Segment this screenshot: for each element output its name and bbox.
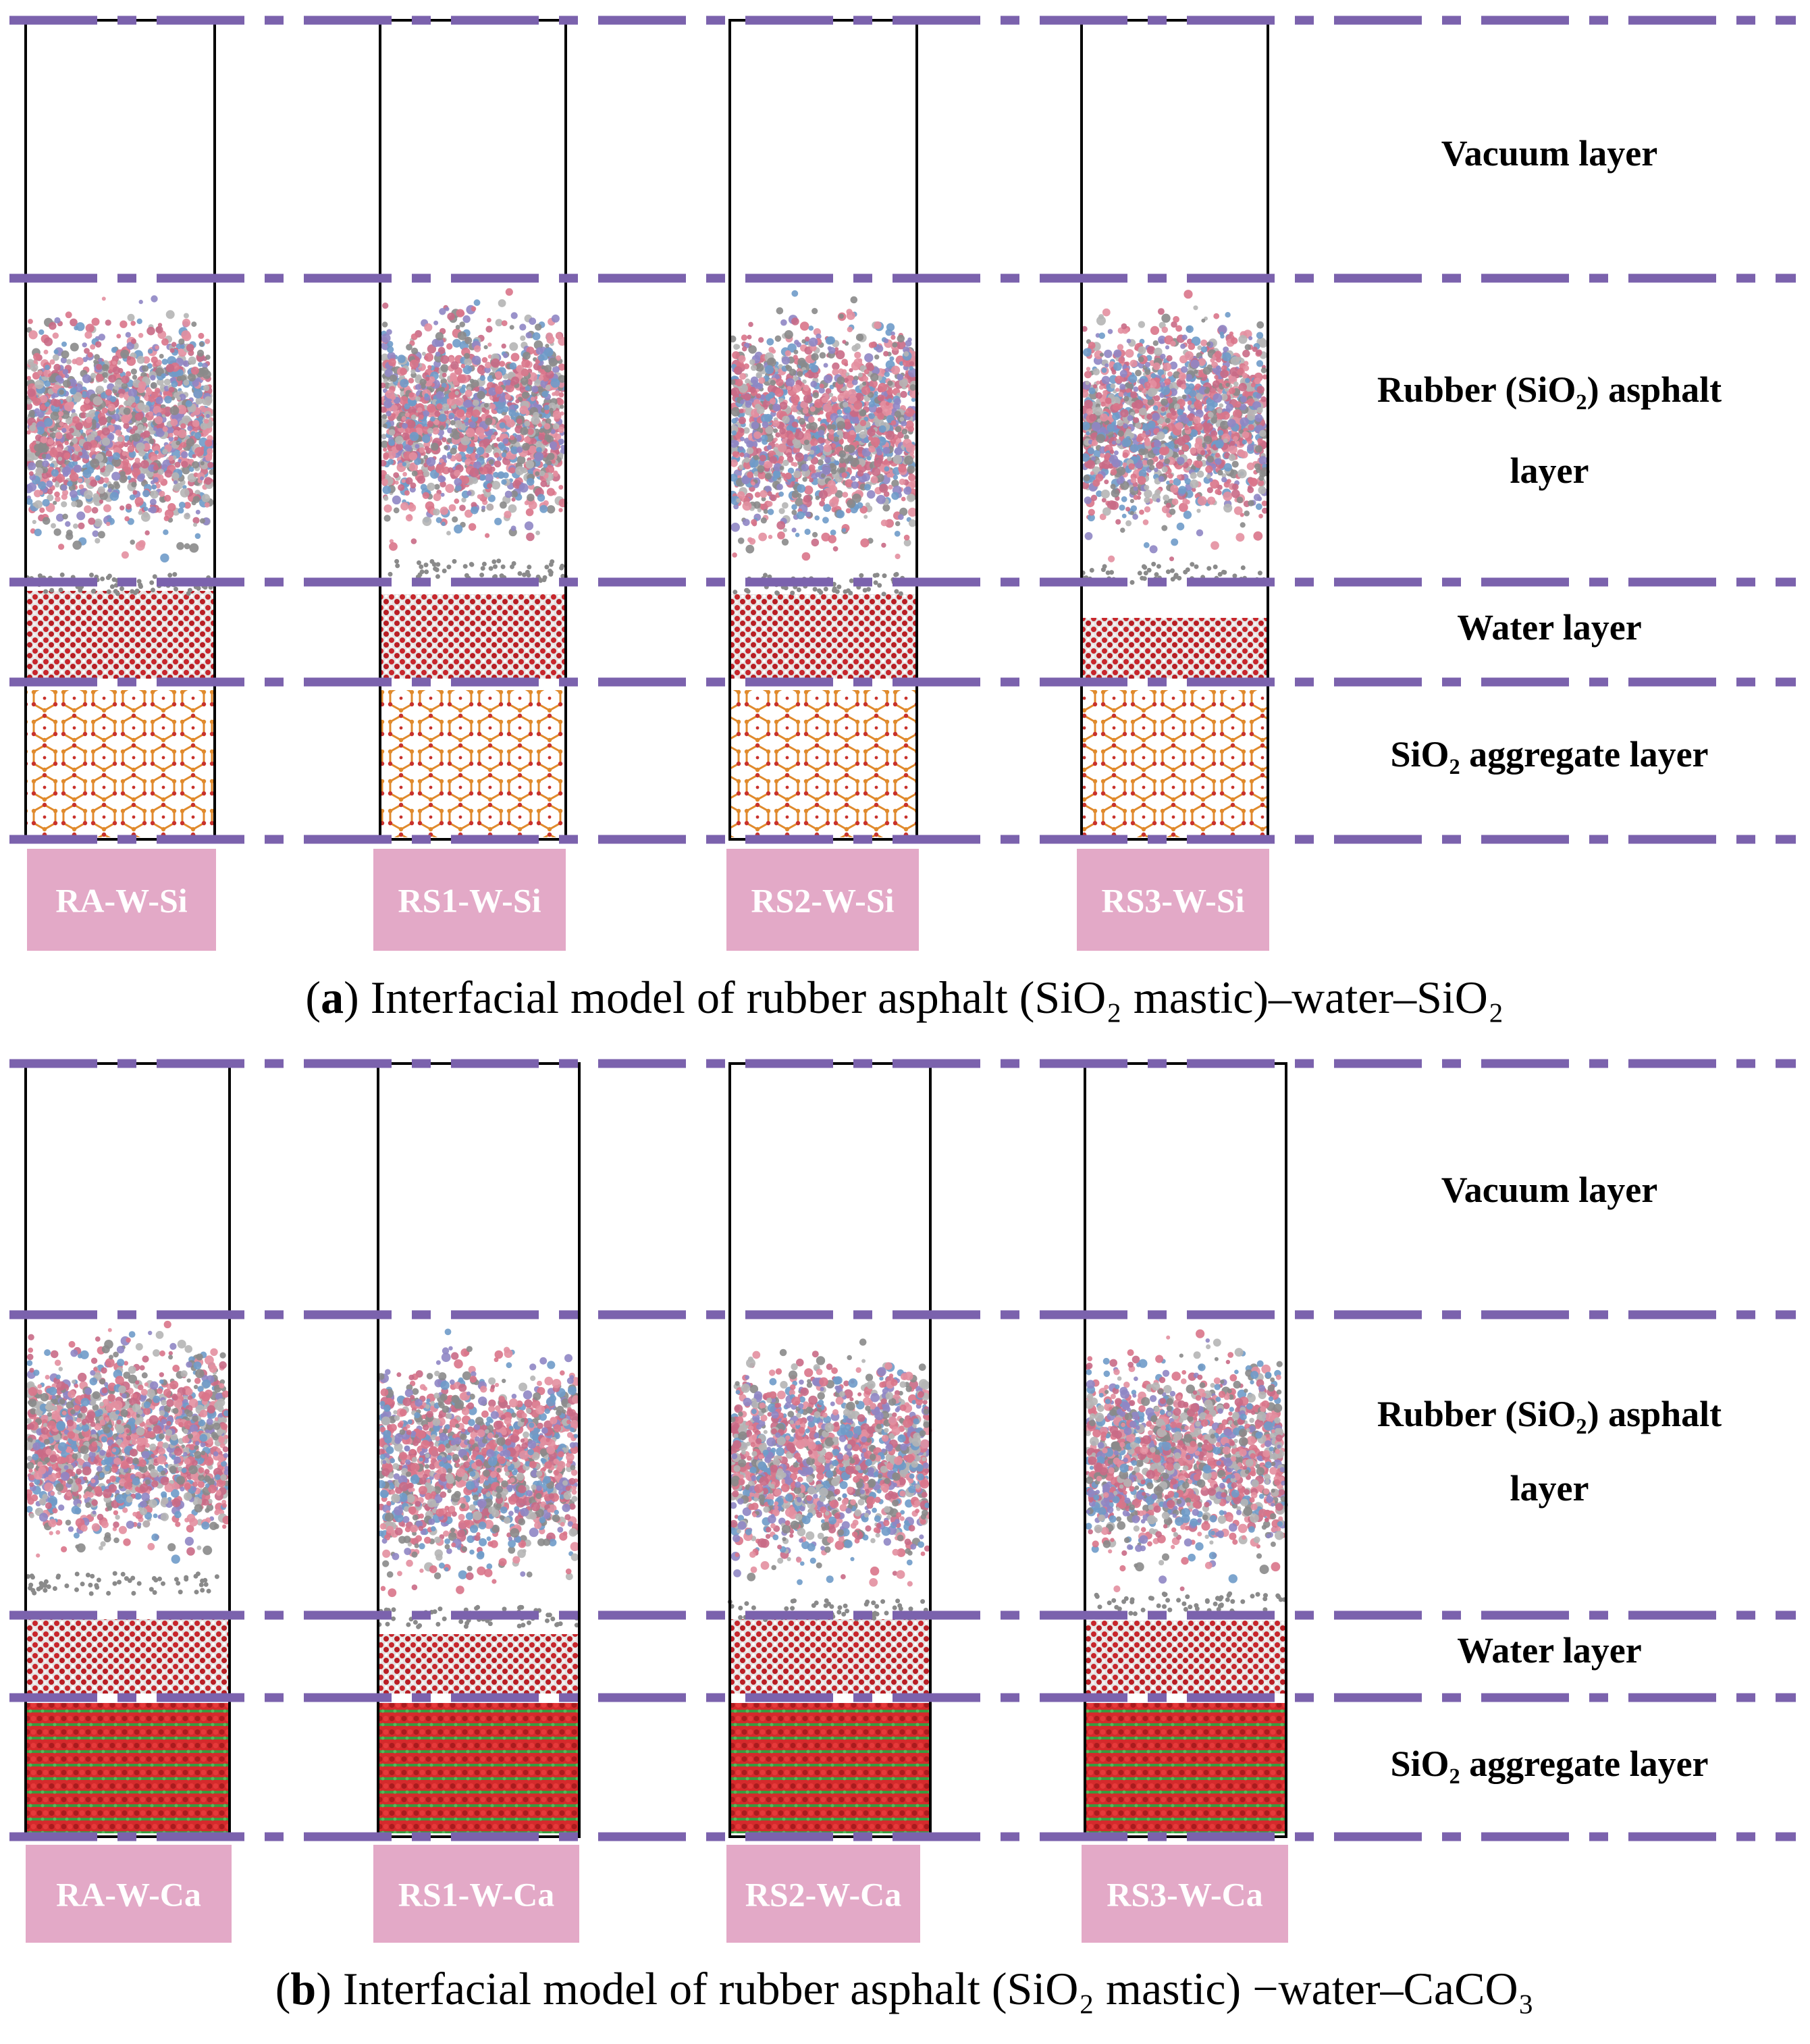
layer-label-vacuum: Vacuum layer	[1441, 133, 1658, 174]
layer-label-asphalt-line2: layer	[1510, 450, 1589, 491]
model-label: RS3-W-Si	[1101, 882, 1244, 920]
model-label-box-3	[726, 849, 919, 951]
model-label-box-1	[26, 1845, 232, 1943]
layer-label-aggregate: SiO₂ aggregate layer	[1390, 1744, 1708, 1784]
model-label: RA-W-Si	[55, 882, 187, 920]
layer-label-asphalt: Rubber (SiO₂) asphalt	[1377, 369, 1722, 410]
caption-open: (	[275, 1963, 291, 2014]
aggregate-layer-2	[378, 1703, 579, 1833]
model-label-box-2	[373, 849, 566, 951]
layer-label-water: Water layer	[1457, 607, 1641, 648]
model-label: RS1-W-Si	[398, 882, 541, 920]
water-layer-3	[730, 1619, 930, 1694]
layer-label-vacuum: Vacuum layer	[1441, 1170, 1658, 1210]
water-layer-2	[378, 1634, 579, 1694]
layer-label-asphalt-line2: layer	[1510, 1468, 1589, 1509]
aggregate-layer-1	[26, 690, 215, 837]
model-label-box-1	[27, 849, 216, 951]
water-layer-2	[380, 594, 566, 679]
model-label: RS3-W-Ca	[1107, 1876, 1262, 1914]
caption-text: ) Interfacial model of rubber asphalt (S…	[344, 972, 1504, 1023]
water-layer-4	[1082, 618, 1268, 679]
model-label-box-4	[1082, 1845, 1288, 1943]
aggregate-layer-4	[1085, 1703, 1286, 1833]
simulation-box-4	[1084, 1062, 1287, 1838]
water-layer-3	[730, 594, 917, 679]
simulation-box-4	[1080, 19, 1269, 841]
asphalt-molecules-2	[378, 288, 568, 583]
caption-text: ) Interfacial model of rubber asphalt (S…	[316, 1963, 1534, 2014]
model-label: RA-W-Ca	[56, 1876, 201, 1914]
asphalt-molecules-1	[24, 1320, 232, 1596]
model-label-box-3	[726, 1845, 920, 1943]
asphalt-molecules-4	[1080, 290, 1270, 586]
panel-a: RA-W-Si RS1-W-Si RS2-W-Si RS3-W-Si Vacuum la…	[9, 16, 1796, 1023]
caption-letter: b	[290, 1963, 316, 2014]
caption-letter: a	[321, 972, 344, 1023]
model-label: RS1-W-Ca	[398, 1876, 554, 1914]
model-label-box-2	[373, 1845, 579, 1943]
asphalt-molecules-2	[377, 1328, 581, 1629]
aggregate-layer-1	[26, 1703, 230, 1833]
water-layer-1	[26, 591, 215, 679]
asphalt-molecules-3	[727, 1338, 932, 1623]
asphalt-molecules-4	[1083, 1329, 1288, 1617]
model-label-box-4	[1077, 849, 1269, 951]
asphalt-molecules-1	[24, 295, 217, 596]
asphalt-molecules-3	[728, 290, 919, 597]
aggregate-layer-4	[1082, 690, 1268, 837]
layer-label-asphalt: Rubber (SiO₂) asphalt	[1377, 1394, 1722, 1434]
aggregate-layer-2	[380, 690, 566, 837]
panel-b: RA-W-Ca RS1-W-Ca RS2-W-Ca RS3-W-Ca Vacuum la…	[9, 1059, 1796, 2014]
aggregate-layer-3	[730, 1703, 930, 1833]
model-label: RS2-W-Ca	[745, 1876, 901, 1914]
water-layer-1	[26, 1619, 230, 1694]
water-layer-4	[1085, 1621, 1286, 1694]
panel-caption: (a) Interfacial model of rubber asphalt …	[305, 972, 1503, 1023]
panel-caption: (b) Interfacial model of rubber asphalt …	[275, 1963, 1535, 2014]
layer-label-water: Water layer	[1457, 1630, 1641, 1671]
model-label: RS2-W-Si	[751, 882, 894, 920]
aggregate-layer-3	[730, 690, 917, 837]
caption-open: (	[305, 972, 321, 1023]
layer-label-aggregate: SiO₂ aggregate layer	[1390, 734, 1708, 775]
